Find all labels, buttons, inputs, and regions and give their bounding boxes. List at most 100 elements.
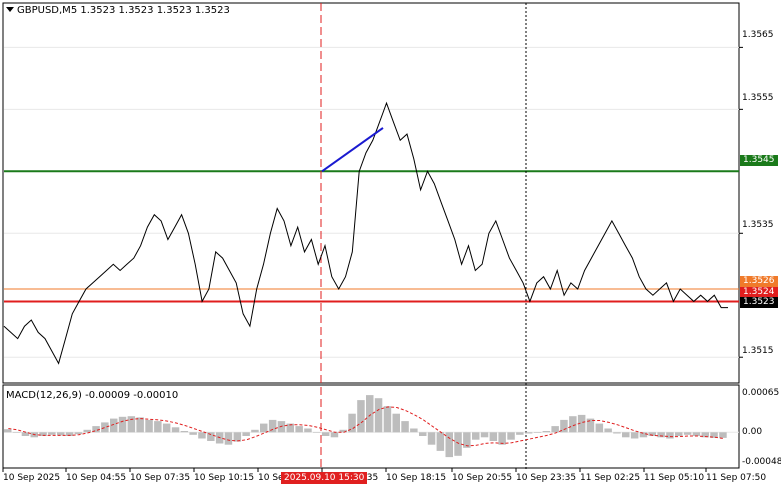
macd-bar bbox=[383, 406, 392, 433]
macd-bar bbox=[719, 432, 727, 438]
macd-bar bbox=[586, 418, 595, 433]
macd-bar bbox=[339, 429, 347, 433]
time-label: 10 Sep 20:55 bbox=[452, 473, 513, 483]
macd-bar bbox=[48, 432, 56, 435]
macd-bar bbox=[57, 432, 65, 436]
macd-bar bbox=[65, 432, 74, 436]
macd-bar bbox=[639, 432, 648, 438]
macd-bar bbox=[516, 432, 524, 435]
macd-bar bbox=[154, 421, 162, 433]
macd-bar bbox=[242, 432, 250, 436]
macd-bar bbox=[171, 427, 180, 433]
macd-bar bbox=[224, 432, 233, 445]
symbol-title: GBPUSD,M5 1.3523 1.3523 1.3523 1.3523 bbox=[6, 5, 230, 16]
macd-bar bbox=[622, 432, 630, 438]
macd-bar bbox=[507, 432, 515, 440]
price-pane[interactable] bbox=[2, 2, 740, 384]
macd-bar bbox=[683, 432, 692, 435]
macd-bar bbox=[436, 432, 445, 451]
time-label: 10 Sep 18:15 bbox=[386, 473, 447, 483]
macd-bar bbox=[604, 428, 612, 433]
time-label: 10 Sep 23:35 bbox=[516, 473, 577, 483]
time-label: 10 Sep 12 bbox=[258, 473, 304, 483]
macd-bar bbox=[304, 428, 312, 433]
time-label: 11 Sep 05:10 bbox=[644, 473, 705, 483]
price-grid bbox=[4, 46, 739, 358]
time-label: 10 Sep 04:55 bbox=[66, 473, 127, 483]
macd-signal-line bbox=[8, 406, 724, 447]
macd-bar bbox=[145, 419, 153, 433]
macd-bar bbox=[39, 432, 47, 436]
macd-bar bbox=[198, 432, 206, 439]
chevron-down-icon[interactable] bbox=[6, 7, 14, 12]
macd-bar bbox=[401, 421, 409, 433]
price-label: 1.3515 bbox=[742, 346, 774, 356]
macd-bar bbox=[569, 416, 577, 433]
macd-title: MACD(12,26,9) -0.00009 -0.00010 bbox=[6, 390, 179, 401]
macd-bar bbox=[419, 432, 427, 436]
macd-bar bbox=[542, 431, 551, 433]
macd-bar bbox=[348, 413, 356, 433]
time-label: 11 Sep 02:25 bbox=[580, 473, 641, 483]
macd-bar bbox=[710, 432, 718, 438]
macd-bar bbox=[374, 398, 383, 433]
level-tag-orange: 1.3526 bbox=[740, 276, 778, 287]
macd-bar bbox=[472, 432, 480, 440]
macd-bar bbox=[595, 423, 604, 433]
macd-bar bbox=[313, 432, 321, 433]
macd-bar bbox=[692, 432, 701, 436]
macd-label: 0.00065 bbox=[742, 388, 780, 398]
macd-bar bbox=[427, 432, 436, 445]
symbol-line: GBPUSD,M5 1.3523 1.3523 1.3523 1.3523 bbox=[17, 5, 230, 16]
level-tag-green: 1.3545 bbox=[740, 155, 778, 166]
macd-label: 0.00 bbox=[742, 427, 763, 437]
horizontal-levels[interactable] bbox=[4, 170, 739, 303]
trendline-segment bbox=[321, 127, 384, 173]
price-label: 1.3535 bbox=[742, 220, 774, 230]
macd-bar bbox=[551, 426, 559, 433]
vertical-lines[interactable] bbox=[320, 3, 527, 470]
macd-bar bbox=[445, 432, 453, 458]
macd-bar bbox=[577, 414, 586, 433]
macd-bar bbox=[180, 431, 189, 433]
price-series bbox=[3, 101, 728, 365]
level-tag-red: 1.3524 bbox=[740, 287, 778, 298]
macd-bar bbox=[392, 413, 400, 433]
macd-bar bbox=[489, 432, 498, 441]
macd-bar bbox=[251, 429, 259, 433]
macd-bar bbox=[675, 432, 683, 436]
macd-bar bbox=[701, 432, 709, 438]
macd-bar bbox=[480, 432, 489, 438]
macd-bar bbox=[657, 432, 665, 438]
macd-bar bbox=[207, 432, 215, 441]
macd-bar bbox=[4, 429, 12, 433]
macd-bar bbox=[162, 423, 171, 433]
macd-bar bbox=[666, 432, 674, 439]
axis-ticks bbox=[2, 46, 743, 472]
macd-bar bbox=[286, 423, 294, 433]
price-label: 1.3555 bbox=[742, 93, 774, 103]
macd-bar bbox=[366, 395, 374, 433]
macd-bar bbox=[21, 432, 30, 436]
time-label: 3:35 bbox=[358, 473, 379, 483]
macd-bar bbox=[101, 422, 109, 433]
macd-bar bbox=[83, 429, 91, 433]
time-label: 10 Sep 10:15 bbox=[194, 473, 255, 483]
macd-bar bbox=[260, 423, 268, 433]
macd-bar bbox=[630, 432, 639, 439]
macd-bar bbox=[524, 432, 533, 434]
macd-bar bbox=[233, 432, 242, 442]
macd-bar bbox=[410, 428, 418, 433]
macd-bar bbox=[136, 417, 144, 433]
macd-bar bbox=[463, 432, 471, 448]
macd-bar bbox=[74, 432, 83, 435]
macd-signal-path bbox=[8, 406, 724, 447]
trendline[interactable] bbox=[321, 127, 384, 173]
macd-bar bbox=[613, 432, 621, 434]
macd-bar bbox=[533, 432, 542, 433]
macd-bar bbox=[110, 418, 118, 433]
macd-label: -0.00048 bbox=[742, 457, 781, 467]
time-label: 10 Sep 2025 bbox=[3, 473, 61, 483]
macd-bar bbox=[454, 432, 462, 456]
